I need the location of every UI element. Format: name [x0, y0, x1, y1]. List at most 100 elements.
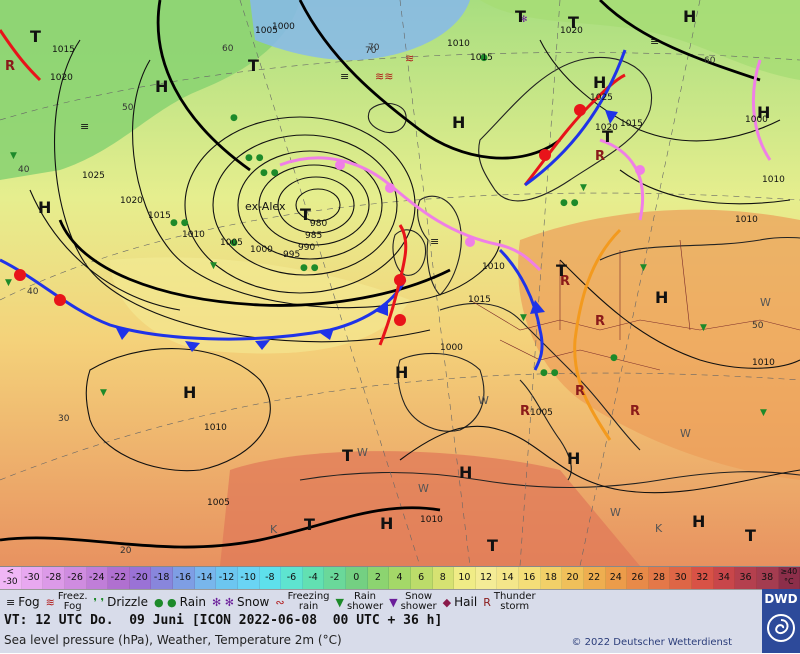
high-pressure-marker: H [380, 514, 393, 533]
high-pressure-marker: H [155, 77, 168, 96]
high-pressure-marker: H [452, 113, 465, 132]
latitude-label: 40 [27, 287, 39, 297]
isobar-label: 1025 [590, 93, 613, 103]
thunderstorm-icon: R [595, 149, 605, 164]
temperature-color-scale: <-30-30-28-26-24-22-20-18-16-14-12-10-8-… [0, 566, 800, 589]
isobar-label: 1010 [204, 423, 227, 433]
rain-shower-icon: ▼ [336, 596, 344, 609]
scale-cell: 26 [627, 567, 649, 589]
scale-cell: -10 [238, 567, 260, 589]
low-pressure-marker: T [487, 536, 498, 555]
wind-label: W [357, 446, 368, 459]
isobar-label: 1010 [182, 230, 205, 240]
isobar-label: 1015 [470, 53, 493, 63]
low-pressure-marker: T [30, 27, 41, 46]
latitude-label: 50 [122, 103, 134, 113]
warm-front-semicircle [54, 294, 66, 306]
wind-label: W [418, 482, 429, 495]
rain-icon: ● ● [170, 218, 189, 228]
occlusion-symbol [465, 237, 475, 247]
dwd-logo-text: DWD [762, 592, 800, 606]
thunderstorm-icon: R [520, 404, 530, 419]
isobar-label: 1010 [752, 358, 775, 368]
isobar-label: 1020 [560, 26, 583, 36]
latitude-label: 60 [222, 44, 234, 54]
wind-label: W [478, 394, 489, 407]
scale-cell: 24 [606, 567, 628, 589]
legend-label: Rain [180, 595, 206, 609]
latitude-label: 20 [120, 546, 132, 556]
scale-cell: 4 [389, 567, 411, 589]
rain-icon: ● ● [540, 368, 559, 378]
scale-cell: 2 [368, 567, 390, 589]
isobar-label: 980 [310, 219, 327, 229]
fog-icon: ≡ [430, 235, 439, 248]
warm-front-semicircle [14, 269, 26, 281]
isobar-label: 1010 [420, 515, 443, 525]
rain-shower-icon: ▼ [520, 313, 527, 323]
high-pressure-marker: H [459, 463, 472, 482]
legend-label: Hail [454, 595, 477, 609]
scale-max-value: ≥40 [779, 567, 800, 577]
fog-icon: ≡ [80, 120, 89, 133]
thunderstorm-icon: R [630, 404, 640, 419]
isobar-label: 1020 [595, 123, 618, 133]
wind-label: K [655, 522, 663, 535]
wind-label: W [680, 427, 691, 440]
legend-item: ◆Hail [443, 595, 478, 609]
low-name-label: ex-Alex [245, 200, 286, 213]
isobar-label: 1010 [735, 215, 758, 225]
scale-cell: -28 [43, 567, 65, 589]
scale-cell: -20 [130, 567, 152, 589]
isobar-label: 1005 [207, 498, 230, 508]
scale-cell: 34 [714, 567, 736, 589]
snow-shower-icon: ▼ [389, 596, 397, 609]
legend-item: ≋Freez.Fog [46, 592, 88, 612]
scale-cell: 10 [454, 567, 476, 589]
rain-icon: ● ● [260, 168, 279, 178]
wind-label: K [270, 523, 278, 536]
latitude-label: 30 [58, 414, 70, 424]
legend-item: ✻ ✻Snow [212, 595, 269, 609]
scale-cell: 0 [346, 567, 368, 589]
legend-label-line: storm [494, 602, 536, 612]
rain-icon: ● ● [154, 596, 177, 609]
scale-cell: -18 [151, 567, 173, 589]
high-pressure-marker: H [567, 449, 580, 468]
low-pressure-marker: T [248, 56, 259, 75]
scale-cell: 18 [541, 567, 563, 589]
occlusion-symbol [635, 165, 645, 175]
wind-label: W [760, 296, 771, 309]
rain-icon: ● [610, 353, 618, 363]
scale-cell: 14 [497, 567, 519, 589]
legend-label-line: shower [401, 602, 437, 612]
thunderstorm-icon: R [5, 59, 15, 74]
scale-cell-max: ≥40°C [779, 567, 800, 589]
warm-front-semicircle [539, 149, 551, 161]
legend-label-line: Fog [58, 602, 88, 612]
scale-cell: 32 [692, 567, 714, 589]
copyright-text: © 2022 Deutscher Wetterdienst [571, 637, 732, 648]
rain-shower-icon: ▼ [5, 278, 12, 288]
isobar-label: 1015 [468, 295, 491, 305]
scale-cell: 8 [433, 567, 455, 589]
scale-min-symbol: < [0, 567, 21, 577]
warm-front-semicircle [394, 274, 406, 286]
high-pressure-marker: H [183, 383, 196, 402]
thunderstorm-icon: R [575, 384, 585, 399]
scale-cell: -14 [195, 567, 217, 589]
freezing-fog-icon: ≋ [46, 596, 55, 609]
latitude-label: 50 [752, 321, 764, 331]
isobar-label: 1000 [440, 343, 463, 353]
occlusion-symbol [385, 183, 395, 193]
scale-cell: 22 [584, 567, 606, 589]
weather-legend: ≡Fog≋Freez.Fog❜ ❜Drizzle● ●Rain✻ ✻Snow∾F… [0, 589, 762, 614]
scale-cell: 20 [562, 567, 584, 589]
warm-front-semicircle [574, 104, 586, 116]
